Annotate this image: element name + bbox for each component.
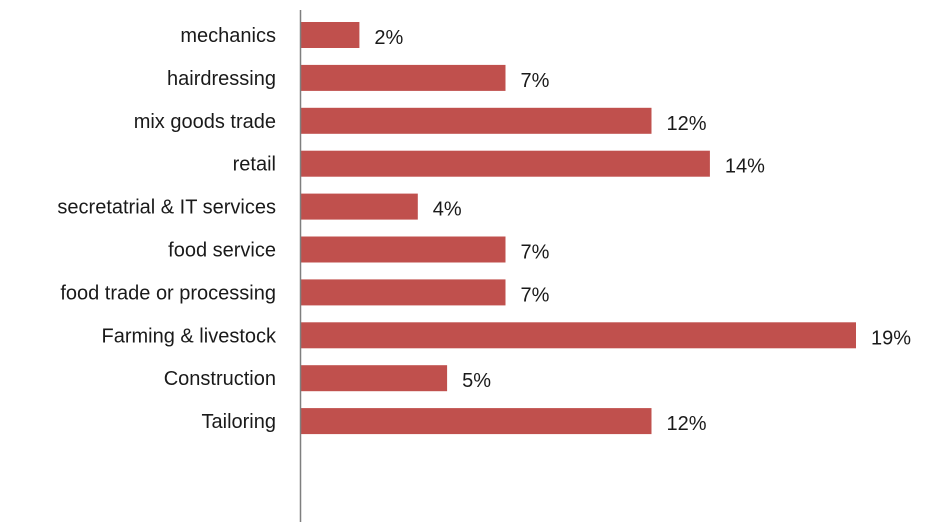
category-label: mix goods trade — [134, 111, 276, 133]
value-label: 12% — [667, 413, 707, 435]
category-label: mechanics — [180, 25, 276, 47]
bar-2 — [301, 107, 652, 134]
category-label: Construction — [164, 368, 276, 390]
value-label: 7% — [521, 284, 550, 306]
value-label: 7% — [521, 70, 550, 92]
bar-5 — [301, 236, 506, 263]
bar-8 — [301, 365, 448, 392]
value-label: 7% — [521, 242, 550, 264]
bar-9 — [301, 408, 652, 435]
bar-3 — [301, 150, 710, 177]
bars-layer — [301, 22, 856, 435]
value-label: 12% — [667, 113, 707, 135]
category-label: Farming & livestock — [102, 325, 277, 347]
category-label: hairdressing — [167, 68, 276, 90]
category-label: food trade or processing — [60, 282, 276, 304]
bar-1 — [301, 64, 506, 91]
value-label: 19% — [871, 327, 911, 349]
bar-7 — [301, 322, 856, 349]
category-label: retail — [233, 154, 276, 176]
category-label: Tailoring — [202, 411, 276, 433]
category-label: food service — [168, 240, 276, 262]
value-label: 2% — [374, 27, 403, 49]
value-label: 4% — [433, 199, 462, 221]
category-label: secretatrial & IT services — [57, 197, 276, 219]
value-label: 5% — [462, 370, 491, 392]
bar-0 — [301, 22, 360, 48]
bar-6 — [301, 279, 506, 306]
bar-4 — [301, 193, 418, 220]
labels-layer: mechanics 2% hairdressing 7% mix goods trade… — [57, 25, 911, 435]
value-label: 14% — [725, 156, 765, 178]
